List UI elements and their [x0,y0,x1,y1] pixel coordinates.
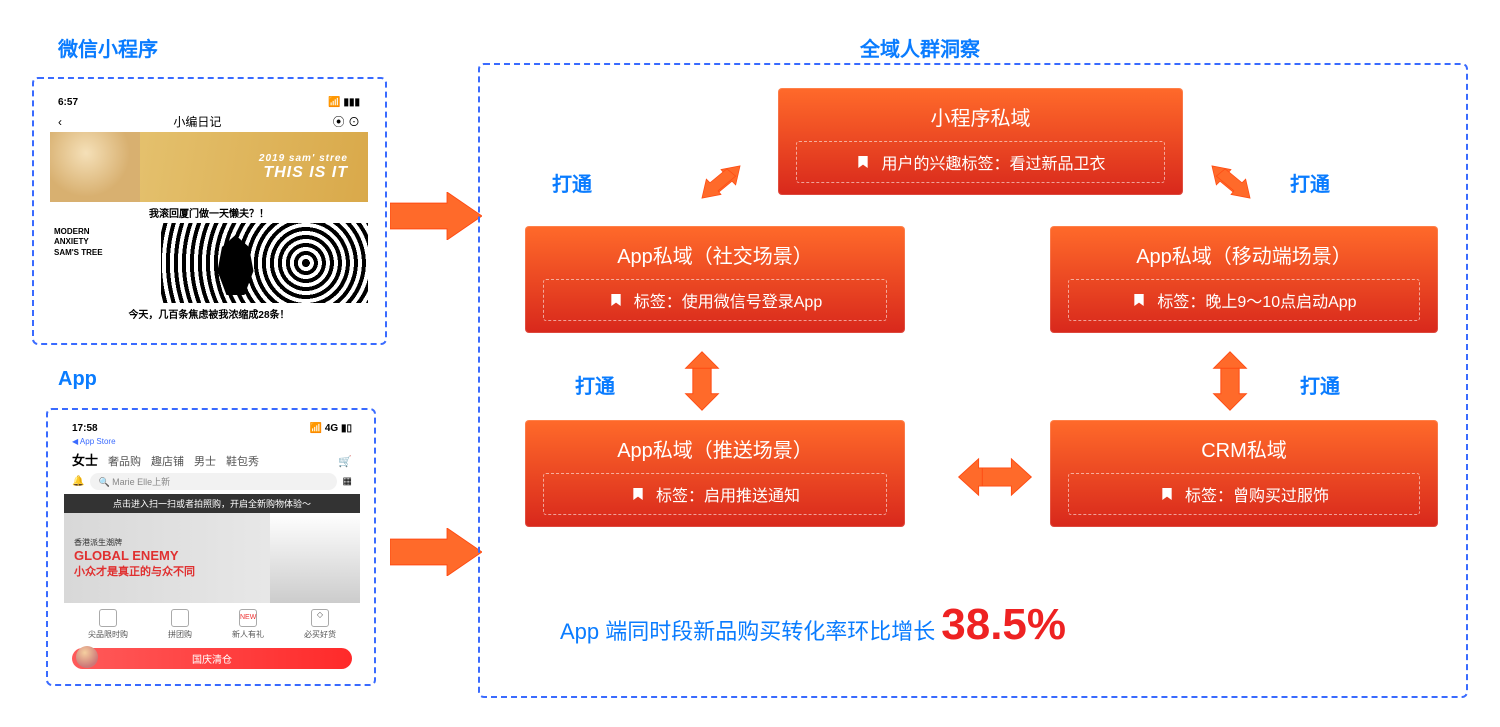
wechat-section-title: 微信小程序 [58,33,158,62]
hero-big-text: THIS IS IT [263,164,348,181]
status-time: 6:57 [58,97,78,108]
node-crm: CRM私域 标签：曾购买过服饰 [1050,420,1438,527]
connector-ml-label: 打通 [575,370,615,399]
wechat-phone-mock: 6:57 📶 ▮▮▮ ‹ 小编日记 ⦿ ⊙ 2019 sam' stree TH… [50,94,368,332]
app-phone-mock: 17:58 📶 4G ▮▯ ◀ App Store 女士 奢品购 趣店铺 男士 … [64,420,360,678]
node-mobile-tag-text: 标签：晚上9～10点启动App [1157,288,1356,312]
node-miniprogram-tag-text: 用户的兴趣标签：看过新品卫衣 [881,150,1105,174]
hero-portrait [50,132,140,202]
feature-2-label: 新人有礼 [232,630,264,639]
node-social: App私域（社交场景） 标签：使用微信号登录App [525,226,905,333]
connector-ml-arrow [680,350,724,412]
app-status-bar: 17:58 📶 4G ▮▯ [64,420,360,437]
bookmark-icon [630,486,646,502]
pattern-row: MODERN ANXIETY SAM'S TREE [50,223,368,303]
node-crm-tag: 标签：曾购买过服饰 [1068,473,1420,515]
feature-3-label: 必买好货 [304,630,336,639]
wechat-hero: 2019 sam' stree THIS IS IT [50,132,368,202]
feature-1: 拼团购 [168,609,192,640]
cart-icon: 🛒 [338,455,352,468]
feature-2: NEW新人有礼 [232,609,264,640]
search-placeholder: Marie Elle上新 [112,477,170,487]
flow-arrow-app [390,528,482,576]
app-hero-model [270,513,360,603]
pattern-graphic [161,223,368,303]
bookmark-icon [608,292,624,308]
hero-headline: 2019 sam' stree THIS IS IT [259,153,348,182]
app-back-link: ◀ App Store [64,437,360,446]
app-status-time: 17:58 [72,423,98,434]
app-hero: 香港派生潮牌 GLOBAL ENEMY 小众才是真正的与众不同 [64,513,360,603]
node-social-tag: 标签：使用微信号登录App [543,279,887,321]
tab-4: 鞋包秀 [226,453,259,469]
bookmark-icon [1131,292,1147,308]
pattern-line-3: SAM'S TREE [54,248,157,258]
tab-2: 趣店铺 [151,453,184,469]
grid-icon: ▦ [343,476,352,487]
feature-0: 尖品限时购 [88,609,128,640]
tab-3: 男士 [194,453,216,469]
connector-mid-arrow [955,455,1035,499]
node-miniprogram-title: 小程序私域 [796,102,1165,131]
connector-tl-arrow [695,160,747,204]
app-hero-line1: GLOBAL ENEMY [74,548,195,563]
bottom-stat: App 端同时段新品购买转化率环比增长 38.5% [560,600,1066,650]
app-hero-line0: 香港派生潮牌 [74,537,195,548]
search-box: 🔍 Marie Elle上新 [90,473,336,490]
caption-1: 我滚回厦门做一天懒夫？！ [50,202,368,223]
back-icon: ‹ [58,115,62,129]
insight-panel-title: 全域人群洞察 [860,33,980,62]
connector-tl-label: 打通 [552,168,592,197]
bottom-stat-prefix: App 端同时段新品购买转化率环比增长 [560,614,935,646]
node-social-title: App私域（社交场景） [543,240,887,269]
node-social-tag-text: 标签：使用微信号登录App [634,288,822,312]
app-hero-line2: 小众才是真正的与众不同 [74,563,195,579]
bookmark-icon [1159,486,1175,502]
bottom-stat-value: 38.5% [941,600,1066,650]
capsule-icon: ⦿ ⊙ [333,113,360,130]
tab-1: 奢品购 [108,453,141,469]
node-crm-title: CRM私域 [1068,434,1420,463]
flow-arrow-wechat [390,192,482,240]
connector-mr-label: 打通 [1300,370,1340,399]
node-push-tag-text: 标签：启用推送通知 [656,482,800,506]
hero-small-text: 2019 sam' stree [259,153,348,164]
connector-tr-label: 打通 [1290,168,1330,197]
node-push-title: App私域（推送场景） [543,434,887,463]
feature-1-label: 拼团购 [168,630,192,639]
node-push: App私域（推送场景） 标签：启用推送通知 [525,420,905,527]
node-mobile-tag: 标签：晚上9～10点启动App [1068,279,1420,321]
bell-icon: 🔔 [72,476,84,487]
caption-2: 今天，几百条焦虑被我浓缩成28条！ [50,303,368,324]
node-mobile: App私域（移动端场景） 标签：晚上9～10点启动App [1050,226,1438,333]
app-search-row: 🔔 🔍 Marie Elle上新 ▦ [64,471,360,494]
scan-banner: 点击进入扫一扫或者拍照购，开启全新购物体验～ [64,494,360,513]
nav-title: 小编日记 [173,113,221,130]
node-miniprogram-tag: 用户的兴趣标签：看过新品卫衣 [796,141,1165,183]
status-right: 📶 ▮▮▮ [328,97,360,108]
node-push-tag: 标签：启用推送通知 [543,473,887,515]
app-features: 尖品限时购 拼团购 NEW新人有礼 ◇必买好货 [64,603,360,644]
phone-nav: ‹ 小编日记 ⦿ ⊙ [50,111,368,132]
node-miniprogram: 小程序私域 用户的兴趣标签：看过新品卫衣 [778,88,1183,195]
feature-0-label: 尖品限时购 [88,630,128,639]
connector-mr-arrow [1208,350,1252,412]
feature-3: ◇必买好货 [304,609,336,640]
app-status-signal: 📶 4G ▮▯ [310,423,352,434]
promo-pill: 国庆清仓 [72,648,352,669]
node-crm-tag-text: 标签：曾购买过服饰 [1185,482,1329,506]
pattern-line-1: MODERN [54,227,157,237]
tab-0: 女士 [72,450,98,469]
app-panel: 17:58 📶 4G ▮▯ ◀ App Store 女士 奢品购 趣店铺 男士 … [46,408,376,686]
node-mobile-title: App私域（移动端场景） [1068,240,1420,269]
pattern-text: MODERN ANXIETY SAM'S TREE [50,223,161,303]
phone-status-bar: 6:57 📶 ▮▮▮ [50,94,368,111]
bookmark-icon [855,154,871,170]
app-tabs: 女士 奢品购 趣店铺 男士 鞋包秀 🛒 [64,446,360,471]
wechat-panel: 6:57 📶 ▮▮▮ ‹ 小编日记 ⦿ ⊙ 2019 sam' stree TH… [32,77,387,345]
app-section-title: App [58,368,97,391]
connector-tr-arrow [1205,160,1257,204]
pattern-line-2: ANXIETY [54,237,157,247]
